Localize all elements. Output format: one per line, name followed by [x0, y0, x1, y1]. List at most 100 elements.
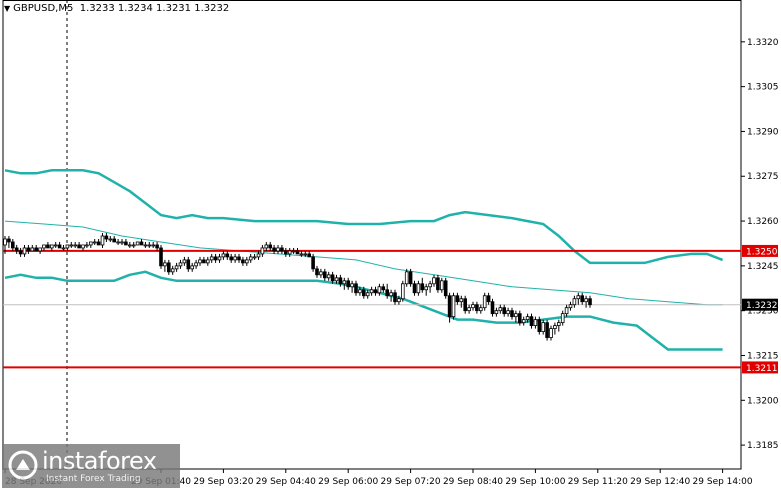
candle-body — [443, 280, 448, 297]
candle-body — [549, 328, 553, 338]
candle-body — [416, 283, 421, 294]
candle-body — [287, 250, 292, 255]
candle-body — [131, 244, 136, 247]
candle-body — [155, 244, 159, 249]
candle-body — [280, 247, 284, 252]
candle-body — [330, 274, 335, 282]
candle-body — [291, 250, 296, 253]
candle-body — [264, 244, 269, 249]
candle-body — [89, 241, 93, 246]
current-price-tag — [742, 298, 778, 311]
candle-body — [545, 322, 549, 338]
candle-body — [22, 247, 27, 255]
candle-body — [315, 268, 319, 276]
candle-body — [139, 241, 144, 246]
candle-body — [361, 289, 366, 297]
candle-body — [159, 247, 163, 267]
candle-body — [248, 256, 253, 261]
candle-body — [482, 295, 487, 309]
candle-body — [510, 310, 514, 318]
candle-body — [233, 256, 237, 261]
candle-body — [77, 244, 81, 249]
candle-body — [182, 259, 187, 264]
candle-body — [354, 283, 358, 294]
candle-body — [229, 256, 234, 261]
candle-body — [178, 262, 183, 267]
candle-body — [252, 256, 257, 259]
candle-body — [61, 247, 66, 250]
candle-body — [166, 262, 171, 273]
candle-body — [408, 271, 413, 285]
candle-body — [439, 280, 444, 291]
candle-body — [557, 322, 561, 327]
candle-body — [268, 244, 272, 249]
candle-body — [18, 250, 23, 255]
collapse-triangle-icon[interactable]: ▼ — [4, 4, 11, 13]
candle-body — [225, 253, 230, 258]
candle-body — [514, 313, 518, 318]
candle-body — [276, 247, 280, 252]
candle-body — [198, 259, 202, 264]
x-tick-label: 29 Sep 10:00 — [505, 477, 565, 487]
candle-body — [521, 319, 526, 324]
candle-body — [311, 256, 315, 270]
candle-body — [338, 277, 343, 285]
candle-body — [116, 241, 120, 244]
candle-body — [186, 259, 191, 270]
candle-body — [346, 280, 350, 288]
y-tick-label: 1.3320 — [747, 38, 779, 48]
candle-body — [3, 238, 7, 246]
x-tick-label: 29 Sep 12:40 — [630, 477, 690, 487]
x-tick-label: 29 Sep 14:00 — [693, 477, 753, 487]
candle-body — [194, 262, 198, 267]
candle-body — [588, 298, 592, 306]
candle-body — [46, 244, 50, 249]
candle-body — [7, 238, 11, 243]
symbol-label: GBPUSD,M5 — [13, 3, 74, 14]
candle-body — [10, 241, 15, 249]
candle-body — [525, 316, 530, 321]
candle-body — [127, 244, 132, 247]
candle-body — [295, 250, 300, 255]
candle-body — [397, 298, 401, 303]
candle-body — [100, 235, 105, 246]
symbol-header: ▼ GBPUSD,M5 1.3233 1.3234 1.3231 1.3232 — [4, 3, 229, 14]
instaforex-logo-icon — [8, 450, 38, 480]
candle-body — [237, 256, 241, 261]
candle-body — [96, 241, 101, 246]
candle-body — [26, 247, 31, 252]
candle-body — [358, 289, 362, 294]
candle-body — [53, 244, 58, 247]
candle-body — [260, 247, 265, 255]
candle-body — [209, 256, 214, 261]
candle-body — [463, 298, 467, 312]
candle-body — [319, 271, 323, 276]
candle-body — [108, 238, 113, 241]
candle-body — [494, 310, 499, 315]
candle-body — [404, 271, 409, 285]
candle-body — [303, 253, 308, 256]
candle-body — [326, 274, 331, 279]
candle-body — [213, 256, 218, 261]
candle-body — [342, 280, 347, 285]
plot-frame — [2, 0, 742, 470]
candle-body — [576, 295, 581, 300]
candle-body — [57, 244, 62, 249]
candle-body — [447, 295, 452, 318]
candle-body — [584, 298, 588, 303]
candle-body — [244, 259, 249, 264]
candle-body — [334, 277, 339, 282]
candle-body — [459, 298, 464, 303]
candle-body — [424, 286, 428, 291]
candle-body — [486, 295, 491, 303]
x-tick-label: 29 Sep 07:20 — [381, 477, 441, 487]
candle-body — [124, 241, 128, 246]
candle-body — [393, 292, 397, 303]
candle-body — [471, 304, 475, 309]
x-tick-label: 29 Sep 06:00 — [318, 477, 378, 487]
candle-body — [467, 307, 471, 312]
y-tick-label: 1.3260 — [747, 217, 779, 227]
candle-body — [104, 235, 109, 240]
